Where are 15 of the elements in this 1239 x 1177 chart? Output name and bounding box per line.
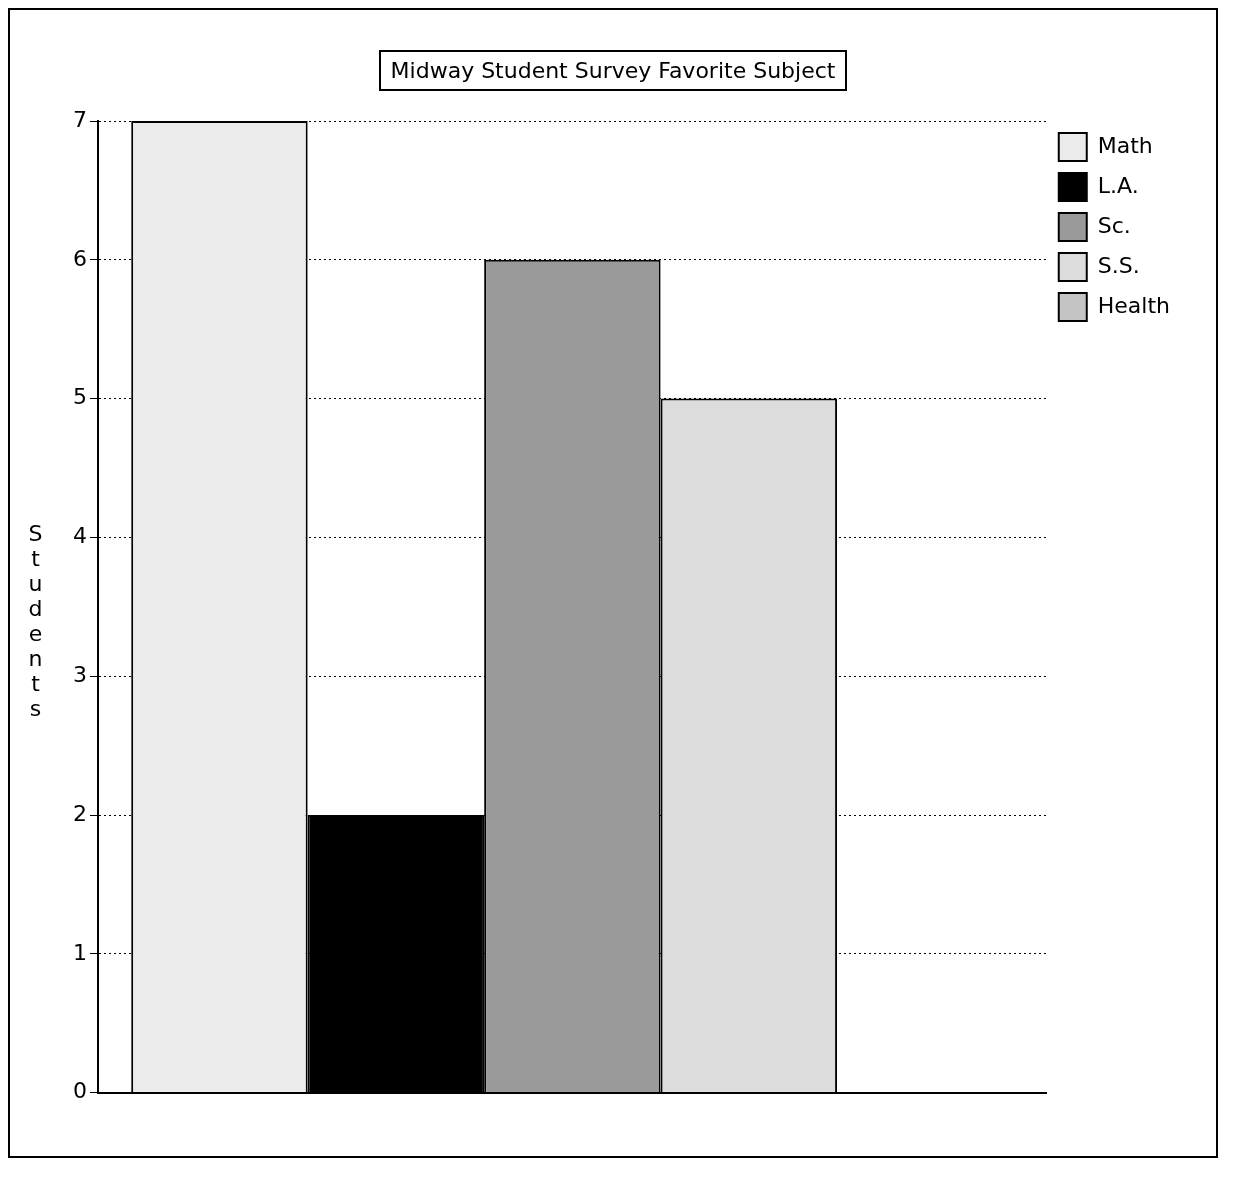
y-axis-title: Students: [22, 521, 49, 721]
legend-label: S.S.: [1097, 252, 1140, 278]
y-tick-label: 1: [73, 939, 87, 965]
y-tick-label: 3: [73, 661, 87, 687]
y-tick-label: 2: [73, 800, 87, 826]
y-tick-label: 5: [73, 384, 87, 410]
y-tick-label: 0: [73, 1078, 87, 1104]
chart-title: Midway Student Survey Favorite Subject: [378, 50, 848, 91]
legend-label: Health: [1097, 292, 1171, 318]
y-tick-label: 4: [73, 523, 87, 549]
legend-label: Math: [1097, 132, 1153, 158]
legend-label: L.A.: [1097, 172, 1139, 198]
y-tick-label: 7: [73, 106, 87, 132]
legend-label: Sc.: [1097, 212, 1131, 238]
y-tick-label: 6: [73, 245, 87, 271]
